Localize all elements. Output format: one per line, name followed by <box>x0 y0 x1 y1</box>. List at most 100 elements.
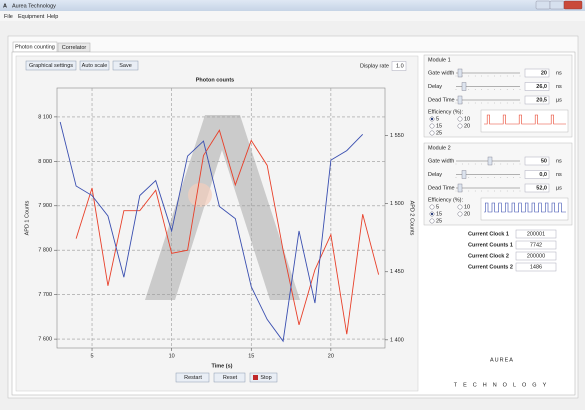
efficiency-label: Efficiency (%): <box>428 197 464 203</box>
slider-thumb[interactable] <box>457 68 463 78</box>
radio-button[interactable] <box>457 204 463 210</box>
window-buttons[interactable] <box>535 0 583 10</box>
data-line <box>59 121 364 343</box>
setting-input[interactable] <box>524 68 550 78</box>
radio-label[interactable]: 10 <box>464 204 470 210</box>
menu-item[interactable]: File <box>4 14 13 20</box>
button-label[interactable]: Stop <box>260 375 271 381</box>
setting-input[interactable] <box>524 183 550 193</box>
setting-unit: µs <box>556 185 562 191</box>
setting-value[interactable]: 50 <box>541 158 547 164</box>
radio-label[interactable]: 10 <box>464 116 470 122</box>
waveform <box>484 202 566 213</box>
setting-label: Dead Time <box>428 185 455 191</box>
button-label[interactable]: Graphical settings <box>29 63 73 69</box>
slider-thumb[interactable] <box>461 170 467 179</box>
y2-tick-label: 1 500 <box>390 201 404 207</box>
setting-value[interactable]: 20 <box>541 70 547 76</box>
setting-value[interactable]: 52,0 <box>536 185 547 191</box>
counter-box <box>515 251 557 261</box>
title-bar <box>0 0 585 11</box>
toolbar-button[interactable] <box>79 60 110 71</box>
counter-value: 200001 <box>527 231 545 237</box>
menu-item[interactable]: Equipment <box>18 14 45 20</box>
counter-value: 1486 <box>530 264 542 270</box>
slider-thumb[interactable] <box>487 156 493 166</box>
radio-label[interactable]: 15 <box>436 123 442 129</box>
setting-label: Gate width <box>428 70 454 76</box>
y-tick-label: 7 800 <box>38 248 52 254</box>
tab-label[interactable]: Photon counting <box>15 44 55 50</box>
setting-unit: ns <box>556 172 562 178</box>
y-tick-label: 7 700 <box>38 292 52 298</box>
control-button[interactable] <box>249 372 278 383</box>
radio-label[interactable]: 5 <box>436 116 439 122</box>
menu-bar <box>0 11 585 21</box>
close-button[interactable] <box>563 0 583 10</box>
setting-unit: ns <box>556 70 562 76</box>
display-rate-label: Display rate <box>360 63 389 69</box>
toolbar-button[interactable] <box>112 60 139 71</box>
setting-unit: µs <box>556 97 562 103</box>
efficiency-label: Efficiency (%): <box>428 109 464 115</box>
x-tick-label: 20 <box>328 353 334 359</box>
radio-button[interactable] <box>429 123 435 129</box>
radio-label[interactable]: 20 <box>464 123 470 129</box>
radio-label[interactable]: 25 <box>436 130 442 136</box>
setting-unit: ns <box>556 158 562 164</box>
radio-button[interactable] <box>429 204 435 210</box>
data-line <box>75 129 380 335</box>
setting-label: Dead Time <box>428 97 455 103</box>
setting-input[interactable] <box>524 156 550 166</box>
toolbar-button[interactable] <box>25 60 77 71</box>
counter-box <box>515 262 557 272</box>
menu-item[interactable]: Help <box>47 14 58 20</box>
button-label[interactable]: Save <box>119 63 132 69</box>
counter-value: 200000 <box>527 253 545 259</box>
radio-label[interactable]: 20 <box>464 211 470 217</box>
display-rate-select[interactable] <box>391 61 407 71</box>
control-button[interactable] <box>175 372 210 383</box>
y-tick-label: 8 100 <box>38 114 52 120</box>
y-tick-label: 7 900 <box>38 203 52 209</box>
y2-tick-label: 1 550 <box>390 133 404 139</box>
button-label[interactable]: Auto scale <box>82 63 108 69</box>
y-axis-label: APD 1 Counts <box>24 200 30 235</box>
radio-button[interactable] <box>457 123 463 129</box>
slider-thumb[interactable] <box>461 82 467 91</box>
setting-value[interactable]: 0,0 <box>539 172 547 178</box>
radio-button[interactable] <box>429 218 435 224</box>
button-label[interactable]: Reset <box>223 375 238 381</box>
setting-input[interactable] <box>524 95 550 105</box>
setting-input[interactable] <box>524 82 550 91</box>
setting-label: Delay <box>428 172 442 178</box>
module-title: Module 1 <box>428 57 451 63</box>
setting-value[interactable]: 26,0 <box>536 84 547 90</box>
radio-button[interactable] <box>457 116 463 122</box>
slider-thumb[interactable] <box>457 95 463 105</box>
radio-label[interactable]: 25 <box>436 218 442 224</box>
control-button[interactable] <box>213 372 246 383</box>
minimize-button[interactable] <box>535 0 551 10</box>
radio-dot <box>430 117 434 121</box>
tab-label[interactable]: Correlator <box>62 45 87 51</box>
y2-axis-label: APD 2 Counts <box>409 201 415 236</box>
y-tick-label: 7 600 <box>38 337 52 343</box>
maximize-button[interactable] <box>549 0 565 10</box>
waveform <box>484 114 566 125</box>
slider-thumb[interactable] <box>457 183 463 193</box>
chart-panel <box>15 55 419 392</box>
display-rate-value[interactable]: 1.0 <box>396 63 404 69</box>
radio-label[interactable]: 15 <box>436 211 442 217</box>
chart-title: Photon counts <box>196 77 235 83</box>
button-label[interactable]: Restart <box>184 375 202 381</box>
setting-value[interactable]: 20,5 <box>536 97 547 103</box>
waveform-box <box>480 109 569 133</box>
x-tick-label: 15 <box>248 353 254 359</box>
counter-label: Current Counts 2 <box>468 264 513 270</box>
radio-button[interactable] <box>457 211 463 217</box>
radio-button[interactable] <box>429 130 435 136</box>
radio-label[interactable]: 5 <box>436 204 439 210</box>
setting-input[interactable] <box>524 170 550 179</box>
x-axis-label: Time (s) <box>212 363 233 369</box>
